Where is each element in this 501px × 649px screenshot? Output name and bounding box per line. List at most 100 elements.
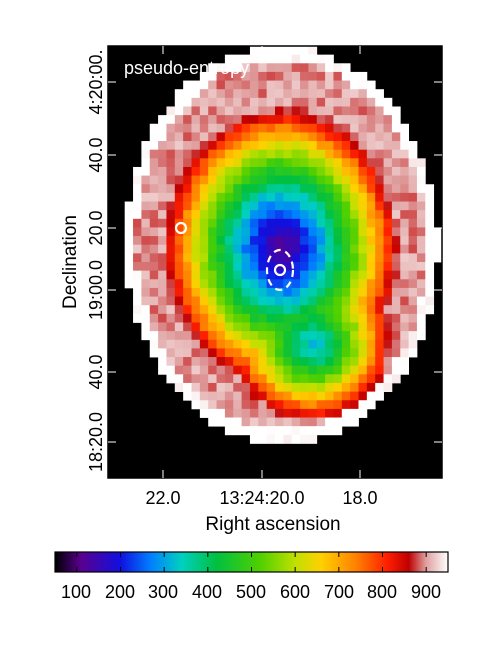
heatmap-cell [275,106,284,116]
heatmap-cell [341,115,351,125]
heatmap-cell [216,218,226,228]
heatmap-cell [333,382,343,392]
heatmap-cell [191,322,201,332]
heatmap-cell [408,313,418,323]
heatmap-cell [383,322,393,332]
heatmap-cell [375,158,384,168]
heatmap-cell [224,132,234,142]
heatmap-cell [300,210,309,220]
heatmap-cell [241,270,251,280]
heatmap-cell [224,175,234,185]
heatmap-cell [158,357,167,367]
heatmap-cell [283,426,293,436]
heatmap-cell [391,287,401,297]
heatmap-cell [425,253,435,263]
heatmap-cell [341,287,351,297]
heatmap-cell [291,357,301,367]
heatmap-cell [199,262,209,272]
heatmap-cell [216,417,226,427]
heatmap-cell [316,123,326,133]
heatmap-cell [224,287,234,297]
heatmap-cell [300,46,309,56]
heatmap-cell [383,149,393,159]
y-axis-label: Declination [60,215,81,309]
heatmap-cell [383,339,393,349]
heatmap-cell [283,158,293,168]
heatmap-cell [199,149,209,159]
heatmap-cell [366,253,376,263]
heatmap-cell [400,123,409,133]
heatmap-cell [425,201,435,211]
heatmap-cell [241,175,251,185]
heatmap-cell [141,305,151,315]
heatmap-cell [300,236,309,246]
heatmap-cell [174,166,184,176]
heatmap-cell [325,322,334,332]
heatmap-cell [300,339,309,349]
heatmap-cell [166,175,176,185]
heatmap-cell [241,80,251,90]
heatmap-cell [283,339,293,349]
heatmap-cell [350,322,359,332]
colorbar-tick-label: 100 [61,582,91,602]
heatmap-cell [266,296,276,306]
heatmap-cell [258,322,268,332]
heatmap-cell [375,296,384,306]
heatmap-cell [291,391,301,401]
heatmap-cell [241,382,251,392]
heatmap-cell [233,132,242,142]
heatmap-cell [124,218,134,228]
heatmap-cell [300,434,309,444]
heatmap-cell [341,348,351,358]
heatmap-cell [391,132,401,142]
heatmap-cell [183,374,192,384]
heatmap-cell [333,253,343,263]
heatmap-cell [325,106,334,116]
heatmap-cell [216,141,226,151]
heatmap-cell [208,287,217,297]
heatmap-cell [249,391,259,401]
region-markers [174,221,295,292]
heatmap-cell [241,408,251,418]
heatmap-cell [241,322,251,332]
heatmap-cell [199,357,209,367]
heatmap-cell [308,236,318,246]
heatmap-cell [158,123,167,133]
heatmap-cell [266,71,276,81]
heatmap-cell [350,158,359,168]
heatmap-cell [233,313,242,323]
heatmap-cell [233,218,242,228]
heatmap-cell [275,63,284,73]
heatmap-cell [249,322,259,332]
heatmap-cell [300,175,309,185]
heatmap-cell [183,382,192,392]
axis-ticks [108,46,442,478]
heatmap-cell [300,408,309,418]
heatmap-cell [333,357,343,367]
heatmap-cell [358,244,368,254]
heatmap-cell [258,270,268,280]
heatmap-cell [258,210,268,220]
heatmap-cell [183,287,192,297]
heatmap-cell [266,244,276,254]
heatmap-cell [241,357,251,367]
heatmap-cell [199,89,209,99]
heatmap-cell [383,192,393,202]
heatmap-cell [183,184,192,194]
heatmap-cell [149,149,159,159]
heatmap-cell [383,279,393,289]
heatmap-cell [174,97,184,107]
heatmap-cell [191,149,201,159]
heatmap-cell [183,305,192,315]
heatmap-cell [199,287,209,297]
heatmap-cell [341,141,351,151]
heatmap-cell [258,279,268,289]
heatmap-cell [375,97,384,107]
heatmap-cell [341,382,351,392]
heatmap-cell [258,339,268,349]
heatmap-cell [333,227,343,237]
heatmap-cell [416,331,426,341]
heatmap-cell [366,236,376,246]
heatmap-cell [291,115,301,125]
heatmap-cell [208,374,217,384]
